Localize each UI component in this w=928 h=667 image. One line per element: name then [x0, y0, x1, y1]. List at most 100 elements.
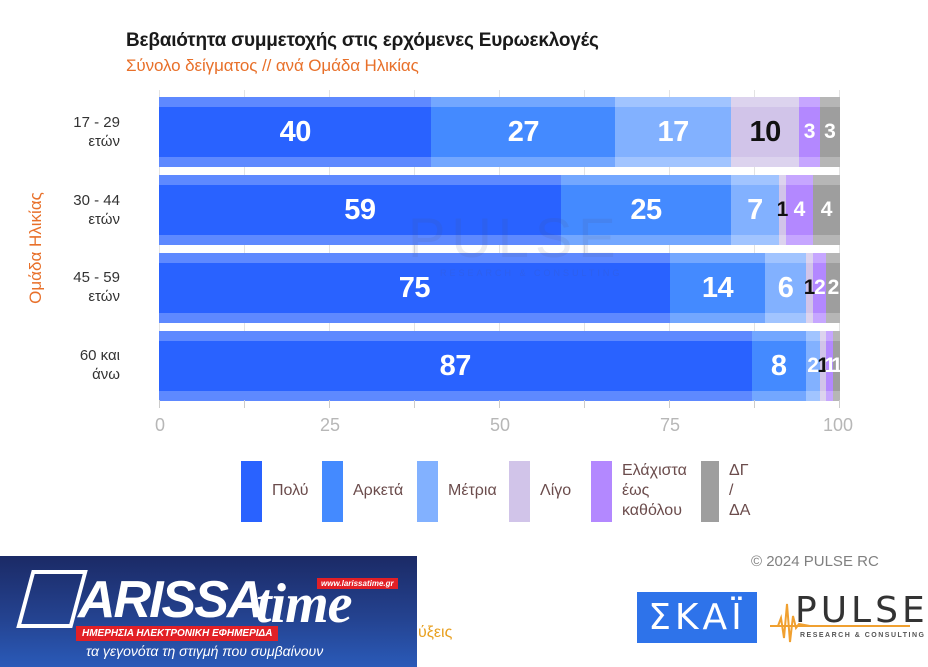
x-tick-mark [669, 400, 670, 408]
bar-segment-metria: 2 [806, 331, 820, 401]
value-label: 27 [507, 115, 540, 148]
bar-segment-elaxista: 4 [785, 175, 813, 245]
bar-segment-arketa: 27 [431, 97, 616, 167]
value-label: 4 [820, 198, 833, 221]
bar-segment-elaxista: 2 [812, 253, 827, 323]
row-label-17-29: 17 - 29 ετών [73, 113, 120, 151]
value-label: 17 [657, 115, 690, 148]
bar-segment-arketa: 8 [751, 331, 806, 401]
bar-segment-arketa: 25 [560, 175, 732, 245]
chart-subtitle: Σύνολο δείγματος // ανά Ομάδα Ηλικίας [126, 56, 419, 75]
x-tick-mark [244, 400, 245, 408]
skai-logo: ΣΚΑΪ [637, 592, 757, 643]
bar-segment-dg-da: 4 [812, 175, 840, 245]
legend-swatch [591, 460, 612, 522]
legend-label-line: Ελάχιστα [622, 462, 687, 479]
legend-label-line: έως [622, 482, 650, 499]
bar-segment-metria: 17 [615, 97, 732, 167]
x-tick-label: 0 [154, 415, 166, 435]
legend-label: Λίγο [540, 482, 572, 499]
value-label: 2 [807, 354, 819, 377]
value-label: 8 [770, 349, 787, 382]
value-label: 2 [813, 276, 826, 299]
pulse-logo: PULSE RESEARCH & CONSULTING [770, 590, 925, 646]
bar-segment-ligo: 10 [731, 97, 800, 167]
pulse-logo-sub: RESEARCH & CONSULTING [800, 632, 926, 639]
x-tick-label: 50 [489, 415, 511, 435]
bar-row-45-59: 75 14 6 1 2 2 [159, 253, 840, 323]
bar-segment-ligo: 1 [817, 331, 829, 401]
x-tick-mark [329, 400, 330, 408]
row-label-line: ετών [88, 133, 120, 150]
x-tick-mark [499, 400, 500, 408]
x-tick-mark [159, 400, 160, 408]
value-label: 40 [279, 115, 312, 148]
bar-segment-poly: 59 [159, 175, 561, 245]
row-label-45-59: 45 - 59 ετών [73, 268, 120, 306]
legend-item-dg-da: ΔΓ / ΔΑ [701, 458, 753, 524]
gridline [414, 90, 415, 408]
value-label: 59 [344, 193, 376, 226]
value-label: 75 [398, 271, 431, 304]
legend-swatch [701, 460, 720, 522]
value-label: 1 [824, 354, 836, 377]
legend-item-metria: Μέτρια [417, 458, 497, 524]
bar-row-30-44: 59 25 7 1 4 4 [159, 175, 840, 245]
banner-url[interactable]: www.larissatime.gr [317, 578, 398, 589]
bar-segment-elaxista: 3 [799, 97, 820, 167]
bar-segment-poly: 75 [159, 253, 670, 323]
legend-label-line: ΔΓ / [729, 462, 749, 499]
bar-segment-dg-da: 3 [819, 97, 840, 167]
bar-segment-ligo: 1 [776, 175, 789, 245]
bar-segment-metria: 6 [765, 253, 806, 323]
value-label: 1 [817, 354, 829, 377]
legend-item-elaxista: Ελάχιστα έως καθόλου [591, 458, 687, 524]
larissatime-banner[interactable]: ARISSA time www.larissatime.gr ΗΜΕΡΗΣΙΑ … [0, 556, 417, 667]
legend-label: Αρκετά [353, 482, 404, 499]
pulse-watermark: PULSE [408, 206, 622, 269]
row-label-30-44: 30 - 44 ετών [73, 191, 120, 229]
bar-segment-poly: 87 [159, 331, 752, 401]
value-label: 1 [776, 198, 789, 221]
row-label-line: 17 - 29 [73, 114, 120, 131]
x-tick-mark [414, 400, 415, 408]
banner-red-tag: ΗΜΕΡΗΣΙΑ ΗΛΕΚΤΡΟΝΙΚΗ ΕΦΗΜΕΡΙΔΑ [76, 626, 279, 641]
value-label: 2 [827, 276, 840, 299]
row-label-line: ετών [88, 288, 120, 305]
legend-item-arketa: Αρκετά [322, 458, 403, 524]
value-label: 3 [824, 120, 836, 143]
pulse-watermark-sub: RESEARCH & CONSULTING [440, 268, 623, 278]
row-label-line: 30 - 44 [73, 192, 120, 209]
value-label: 1 [831, 354, 843, 377]
row-label-line: ετών [88, 211, 120, 228]
gridline [839, 90, 840, 408]
chart-title: Βεβαιότητα συμμετοχής στις ερχόμενες Ευρ… [126, 30, 599, 51]
value-label: 25 [630, 193, 662, 226]
gridline [584, 90, 585, 408]
copyright-text: © 2024 PULSE RC [751, 553, 879, 570]
row-label-60-plus: 60 και άνω [80, 346, 120, 384]
pulse-logo-line [770, 625, 910, 627]
legend-swatch [241, 460, 262, 522]
x-tick-mark [754, 400, 755, 408]
legend-label: ΔΓ / ΔΑ [729, 461, 753, 521]
x-tick-label: 75 [659, 415, 681, 435]
bar-segment-arketa: 14 [669, 253, 766, 323]
gridline [499, 90, 500, 408]
bar-row-60-plus: 87 8 2 1 1 1 [159, 331, 843, 401]
row-label-line: 60 και [79, 347, 120, 364]
row-label-line: 45 - 59 [73, 269, 120, 286]
y-axis-title: Ομάδα Ηλικίας [26, 192, 45, 304]
x-tick-mark [839, 400, 840, 408]
bar-row-17-29: 40 27 17 10 3 3 [159, 97, 840, 167]
legend-label-line: ΔΑ [729, 502, 751, 519]
bar-segment-poly: 40 [159, 97, 432, 167]
value-label: 87 [439, 349, 472, 382]
legend-label-line: καθόλου [622, 502, 682, 519]
value-label: 6 [777, 271, 794, 304]
gridline [669, 90, 670, 408]
value-label: 7 [747, 193, 763, 226]
value-label: 4 [793, 198, 806, 221]
gridline [159, 90, 160, 408]
legend-label: Πολύ [272, 482, 309, 499]
